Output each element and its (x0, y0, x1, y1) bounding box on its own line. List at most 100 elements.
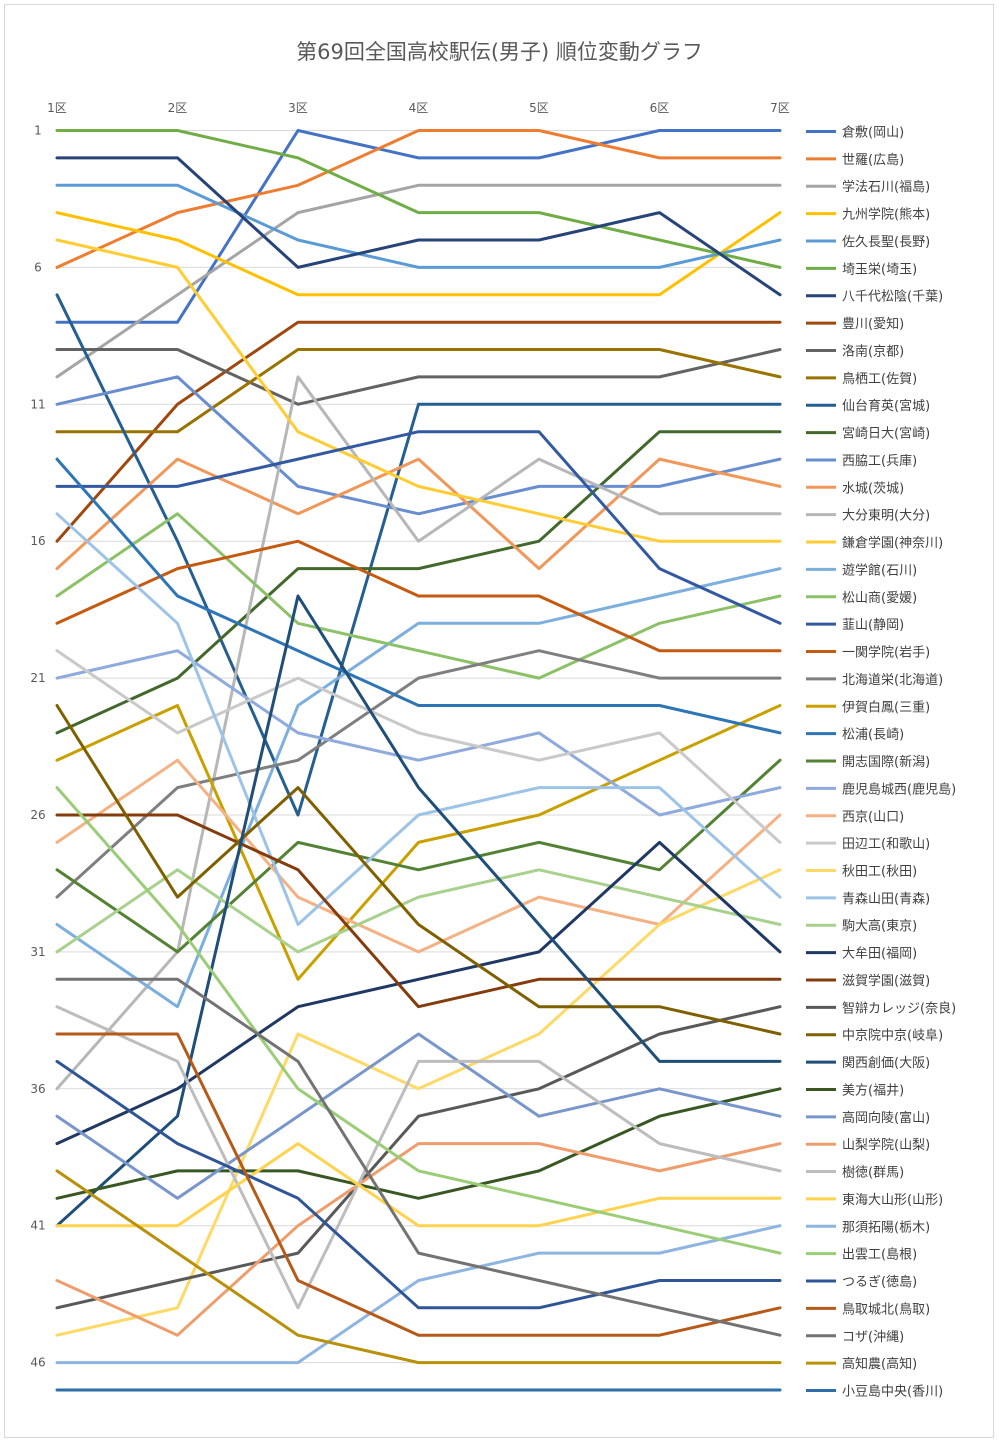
series-line (55, 704, 782, 981)
legend-label: 埼玉栄(埼玉) (842, 262, 917, 277)
series-line (55, 594, 782, 1228)
series-line (55, 1224, 782, 1365)
legend-label: 小豆島中央(香川) (842, 1385, 943, 1400)
x-tick-label: 7区 (770, 101, 790, 115)
x-tick-label: 4区 (409, 101, 429, 115)
series-line (55, 320, 782, 543)
legend-label: 高岡向陵(富山) (842, 1110, 930, 1126)
legend-label: 一関学院(岩手) (842, 645, 930, 661)
legend-label: 滋賀学園(滋賀) (842, 973, 930, 989)
y-tick-label: 26 (30, 808, 45, 822)
series-line (55, 649, 782, 899)
series-line (55, 704, 782, 1036)
legend-label: 西京(山口) (842, 810, 904, 825)
y-tick-label: 46 (30, 1356, 45, 1370)
series-line (55, 1032, 782, 1200)
series-line (55, 1087, 782, 1200)
legend-label: 駒大高(東京) (842, 918, 917, 934)
series-line (55, 457, 782, 735)
y-tick-label: 1 (34, 124, 42, 138)
legend-label: 関西創価(大阪) (842, 1056, 930, 1071)
legend-label: 松山商(愛媛) (842, 591, 917, 606)
legend-label: 開志国際(新潟) (842, 754, 930, 770)
series-line (55, 211, 782, 297)
legend-label: 九州学院(熊本) (842, 207, 930, 223)
series-line (55, 375, 782, 516)
y-tick-label: 36 (30, 1082, 45, 1096)
series-line (55, 457, 782, 571)
y-tick-label: 11 (30, 397, 45, 411)
chart-title: 第69回全国高校駅伝(男子) 順位変動グラフ (296, 40, 703, 64)
legend-label: 松浦(長崎) (842, 728, 904, 743)
series-line (55, 348, 782, 434)
legend-label: 大牟田(福岡) (842, 947, 917, 962)
series-line (55, 156, 782, 297)
legend-label: 中京院中京(岐阜) (842, 1028, 943, 1044)
legend-label: 世羅(広島) (842, 153, 904, 168)
series-line (55, 129, 782, 269)
legend-label: 鎌倉学園(神奈川) (842, 535, 943, 551)
series-line (55, 129, 782, 269)
series-line (55, 539, 782, 653)
series-line (55, 348, 782, 406)
series-line (55, 1032, 782, 1337)
series-line (55, 649, 782, 817)
series-line (55, 183, 782, 269)
series-line (55, 649, 782, 844)
legend-label: 佐久長聖(長野) (842, 235, 930, 250)
series-line (55, 977, 782, 1337)
x-tick-label: 1区 (47, 101, 67, 115)
series-line (55, 758, 782, 954)
legend-label: 西脇工(兵庫) (842, 454, 917, 469)
series-line (55, 1169, 782, 1365)
legend-label: 山梨学院(山梨) (842, 1137, 930, 1153)
legend-label: 東海大山形(山形) (842, 1192, 943, 1208)
series-line (55, 1005, 782, 1310)
x-tick-label: 5区 (529, 101, 549, 115)
legend-label: 宮崎日大(宮崎) (842, 426, 930, 442)
legend-label: 鳥栖工(佐賀) (842, 372, 917, 387)
series-line (55, 512, 782, 680)
legend-label: 学法石川(福島) (842, 179, 930, 195)
legend-label: 倉敷(岡山) (842, 126, 904, 141)
legend-label: 伊賀白鳳(三重) (842, 699, 930, 715)
series-line (55, 430, 782, 735)
series-line (55, 1142, 782, 1337)
legend-label: 大分東明(大分) (842, 508, 930, 524)
legend-label: 仙台育英(宮城) (842, 398, 930, 414)
series-line (55, 868, 782, 1337)
y-tick-label: 31 (30, 945, 45, 959)
legend-label: 遊学館(石川) (842, 562, 917, 578)
legend-label: 出雲工(島根) (842, 1248, 917, 1263)
legend-label: 高知農(高知) (842, 1356, 917, 1372)
x-tick-label: 2区 (168, 101, 188, 115)
legend-label: 那須拓陽(栃木) (842, 1220, 930, 1235)
series-line (55, 238, 782, 543)
series-line (55, 813, 782, 1009)
legend-label: 八千代松陰(千葉) (842, 290, 943, 305)
x-tick-label: 6区 (650, 101, 670, 115)
series-line (55, 293, 782, 817)
legend-label: 北海道栄(北海道) (842, 673, 943, 688)
legend-label: 樹徳(群馬) (842, 1166, 904, 1181)
legend-label: コザ(沖縄) (842, 1330, 904, 1345)
series-line (55, 1059, 782, 1310)
legend-label: つるぎ(徳島) (842, 1275, 917, 1290)
legend-label: 洛南(京都) (842, 343, 904, 359)
legend-label: 秋田工(秋田) (842, 864, 917, 879)
series-line (55, 129, 782, 324)
legend-label: 鳥取城北(鳥取) (842, 1302, 930, 1317)
series-line (55, 868, 782, 954)
legend-label: 水城(茨城) (842, 481, 904, 496)
y-tick-label: 6 (34, 260, 42, 274)
y-tick-label: 16 (30, 534, 45, 548)
series-line (55, 1142, 782, 1228)
series-line (55, 840, 782, 1146)
legend-label: 鹿児島城西(鹿児島) (842, 781, 956, 797)
series-line (55, 512, 782, 926)
legend-label: 青森山田(青森) (842, 892, 930, 907)
y-tick-label: 21 (30, 671, 45, 685)
legend-label: 韮山(静岡) (842, 618, 904, 633)
legend-label: 田辺工(和歌山) (842, 837, 930, 852)
